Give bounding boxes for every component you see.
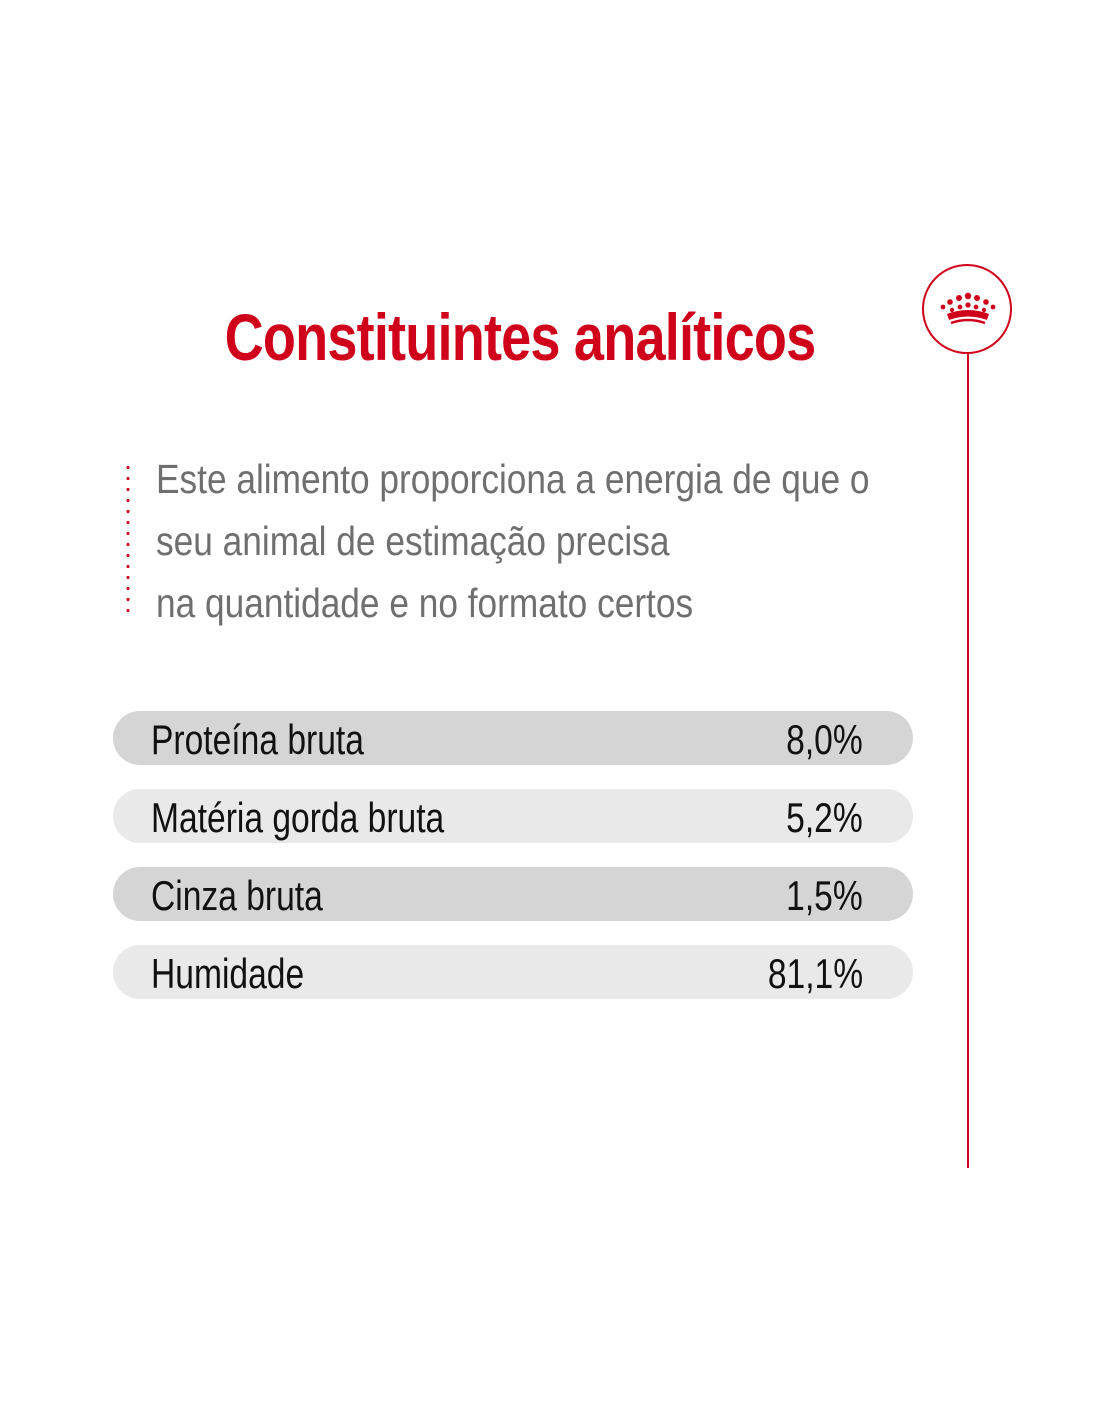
constituent-value: 81,1% [767, 950, 863, 997]
constituent-row-fat: Matéria gorda bruta 5,2% [113, 789, 913, 843]
constituent-row-ash: Cinza bruta 1,5% [113, 867, 913, 921]
intro-text: Este alimento proporciona a energia de q… [156, 448, 896, 634]
constituent-value: 5,2% [786, 794, 863, 841]
intro-line-3: na quantidade e no formato certos [156, 580, 694, 626]
vertical-divider [967, 354, 969, 1168]
brand-emblem [922, 264, 1012, 354]
constituent-value: 1,5% [786, 872, 863, 919]
dotted-divider [125, 462, 131, 612]
constituent-label: Humidade [151, 950, 305, 997]
constituents-list: Proteína bruta 8,0% Matéria gorda bruta … [113, 711, 913, 1023]
constituent-row-protein: Proteína bruta 8,0% [113, 711, 913, 765]
constituent-value: 8,0% [786, 716, 863, 763]
constituent-label: Cinza bruta [151, 872, 323, 919]
constituent-label: Proteína bruta [151, 716, 364, 763]
intro-line-2: seu animal de estimação precisa [156, 518, 670, 564]
constituent-label: Matéria gorda bruta [151, 794, 445, 841]
constituent-row-moisture: Humidade 81,1% [113, 945, 913, 999]
intro-line-1: Este alimento proporciona a energia de q… [156, 456, 870, 502]
crown-icon [940, 292, 996, 325]
page-title: Constituintes analíticos [224, 300, 817, 374]
